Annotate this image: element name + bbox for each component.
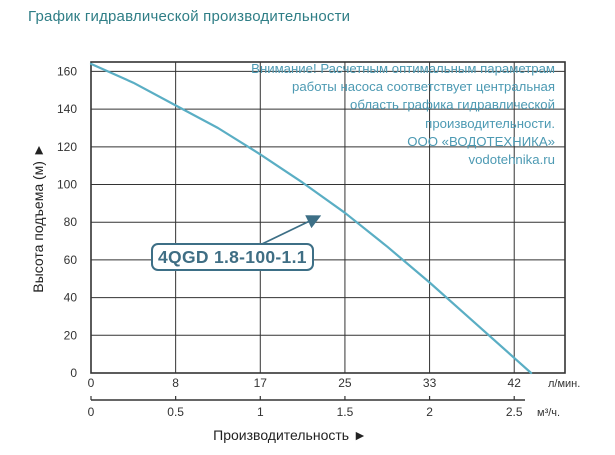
y-tick-label: 40: [64, 291, 78, 305]
plot-frame: [90, 61, 566, 374]
x-tick-label-m3h: 1.5: [337, 405, 354, 419]
y-tick-label: 60: [64, 253, 78, 267]
y-tick-label: 120: [57, 140, 77, 154]
x-tick-label-m3h: 0: [88, 405, 95, 419]
notice-line: ООО «ВОДОТЕХНИКА»: [407, 133, 555, 149]
notice-line: область графика гидравлической: [350, 97, 555, 113]
series-line: [89, 62, 533, 375]
x-tick-label-m3h: 2: [426, 405, 433, 419]
y-tick-label: 100: [57, 178, 77, 192]
notice-line: производительности.: [425, 115, 555, 131]
x-tick-label-lpm: 33: [423, 376, 437, 390]
y-tick-label: 80: [64, 215, 78, 229]
x-tick-label-lpm: 17: [254, 376, 268, 390]
y-tick-label: 160: [57, 64, 77, 78]
x-tick-label-lpm: 25: [338, 376, 352, 390]
x-tick-label-lpm: 0: [88, 376, 95, 390]
y-tick-label: 20: [64, 328, 78, 342]
x-tick-label-m3h: 2.5: [506, 405, 523, 419]
x-tick-label-m3h: 1: [257, 405, 264, 419]
series-label: 4QGD 1.8-100-1.1: [151, 243, 314, 271]
y-axis-title: Высота подъема (м) ►: [30, 143, 46, 292]
y-tick-label: 140: [57, 102, 77, 116]
pointer-arrow: [261, 215, 322, 245]
y-tick-label: 0: [70, 366, 77, 380]
x-tick-label-lpm: 42: [508, 376, 522, 390]
notice-line: vodotehnika.ru: [468, 152, 555, 168]
page-heading: График гидравлической производительности: [28, 8, 351, 25]
x-axis-title: Производительность ►: [213, 427, 367, 443]
x-unit-label-m3h: м³/ч.: [537, 407, 560, 419]
notice-line: работы насоса соответствует центральная: [292, 79, 555, 95]
notice-line: Внимание! Расчетным оптимальным параметр…: [251, 61, 555, 76]
x-tick-label-m3h: 0.5: [167, 405, 184, 419]
pump-notice: Внимание! Расчетным оптимальным параметр…: [135, 60, 555, 169]
x-tick-label-lpm: 8: [172, 376, 179, 390]
x-unit-label-lpm: л/мин.: [548, 378, 580, 390]
